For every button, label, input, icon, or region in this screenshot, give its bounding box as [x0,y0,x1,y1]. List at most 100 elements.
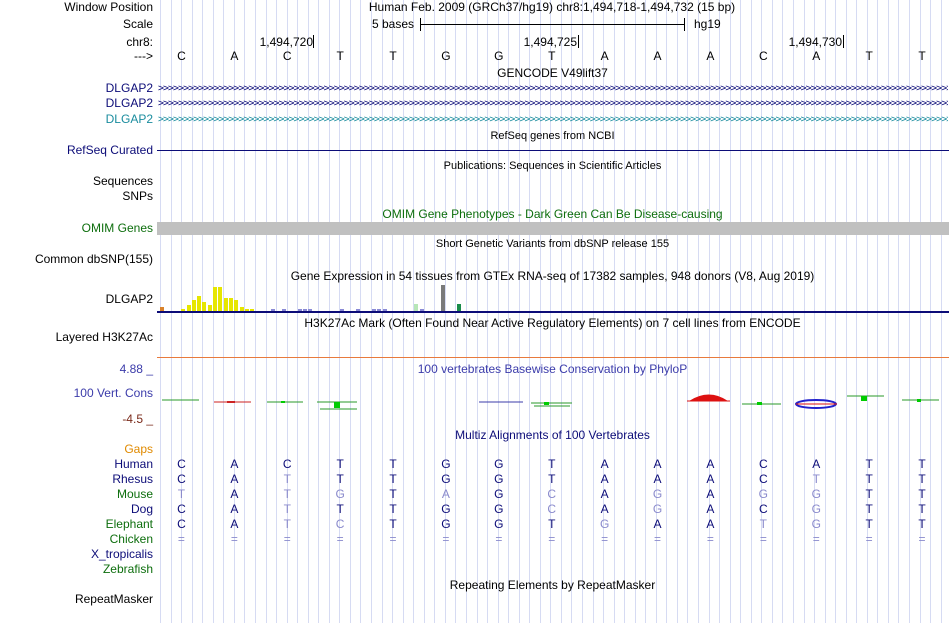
gtex-tissue-bar[interactable] [340,309,344,311]
gtex-tissue-bar[interactable] [420,309,424,311]
alignment-base: T [177,487,186,501]
gene-transcript-dlgap2[interactable]: >>>>>>>>>>>>>>>>>>>>>>>>>>>>>>>>>>>>>>>>… [158,83,948,94]
alignment-base: = [230,532,238,546]
species-label-dog[interactable]: Dog [130,502,153,516]
species-label-x_tropicalis[interactable]: X_tropicalis [90,547,153,561]
position-1494730: 1,494,730 [788,35,842,49]
sequences-label[interactable]: Sequences [92,174,153,188]
species-label-rhesus[interactable]: Rhesus [112,472,153,486]
omim-track-title[interactable]: OMIM Gene Phenotypes - Dark Green Can Be… [382,207,723,221]
alignment-base: A [600,457,609,471]
gtex-tissue-bar[interactable] [181,309,185,311]
gencode-track-title[interactable]: GENCODE V49lift37 [497,66,608,80]
scale-bar-left-tick [420,18,421,31]
gtex-tissue-bar[interactable] [240,307,244,311]
gtex-tissue-bar[interactable] [192,300,196,311]
alignment-base: A [706,457,715,471]
omim-gene-bar[interactable] [157,222,949,235]
alignment-base: = [918,532,926,546]
gtex-track-title[interactable]: Gene Expression in 54 tissues from GTEx … [290,269,815,283]
layered-h3k27ac-label[interactable]: Layered H3K27Ac [55,330,153,344]
gtex-tissue-bar[interactable] [160,307,164,311]
alignment-base: T [918,472,926,486]
dbsnp-track-title[interactable]: Short Genetic Variants from dbSNP releas… [435,238,670,250]
common-dbsnp-label[interactable]: Common dbSNP(155) [34,252,153,266]
phylop-track-title[interactable]: 100 vertebrates Basewise Conservation by… [417,362,688,376]
alignment-base: = [442,532,450,546]
scale-bar-right-tick [684,18,685,31]
repeatmasker-track-title[interactable]: Repeating Elements by RepeatMasker [449,578,656,592]
repeatmasker-label[interactable]: RepeatMasker [74,592,153,606]
position-tick [578,35,579,48]
gtex-tissue-bar[interactable] [308,309,312,311]
alignment-base: T [389,517,397,531]
gtex-tissue-bar[interactable] [372,309,376,311]
phylop-label[interactable]: 100 Vert. Cons [73,386,153,400]
gtex-tissue-bar[interactable] [298,309,302,311]
species-label-chicken[interactable]: Chicken [109,532,153,546]
alignment-base: = [654,532,662,546]
publications-track-title[interactable]: Publications: Sequences in Scientific Ar… [443,160,662,172]
gtex-tissue-bar[interactable] [218,287,222,311]
gene-label-dlgap2[interactable]: DLGAP2 [105,112,153,126]
snps-label[interactable]: SNPs [122,189,153,203]
multiz-track-title[interactable]: Multiz Alignments of 100 Vertebrates [455,428,650,442]
alignment-base: G [652,502,663,516]
gtex-tissue-bar[interactable] [245,309,249,311]
alignment-base: A [706,502,715,516]
gtex-tissue-bar[interactable] [234,300,238,311]
refseq-curated-label[interactable]: RefSeq Curated [66,143,153,157]
gtex-tissue-bar[interactable] [197,296,201,311]
refseq-gene-line[interactable] [157,150,949,151]
gtex-tissue-bar[interactable] [356,309,360,311]
gene-label-dlgap2[interactable]: DLGAP2 [105,96,153,110]
alignment-base: G [441,472,451,486]
phylop-max-value: 4.88 _ [119,362,153,376]
species-label-mouse[interactable]: Mouse [116,487,153,501]
gtex-tissue-bar[interactable] [282,309,286,311]
species-label-elephant[interactable]: Elephant [105,517,153,531]
alignment-base: T [336,472,344,486]
alignment-base: C [177,502,186,516]
gtex-tissue-bar[interactable] [187,305,191,311]
phylop-segment [917,399,921,402]
gtex-tissue-bar[interactable] [303,309,307,311]
scale-assembly: hg19 [694,17,721,31]
base-letter: T [918,49,926,63]
gtex-tissue-bar[interactable] [414,304,418,311]
h3k27ac-track-title[interactable]: H3K27Ac Mark (Often Found Near Active Re… [304,316,801,330]
alignment-base: T [918,517,926,531]
alignment-base: G [811,487,821,501]
alignment-base: T [283,472,291,486]
gtex-tissue-bar[interactable] [202,302,206,311]
gene-transcript-dlgap2[interactable]: >>>>>>>>>>>>>>>>>>>>>>>>>>>>>>>>>>>>>>>>… [158,98,948,109]
gtex-tissue-bar[interactable] [457,304,461,311]
species-label-zebrafish[interactable]: Zebrafish [102,562,153,576]
species-label-human[interactable]: Human [114,457,153,471]
gtex-gene-label[interactable]: DLGAP2 [105,292,153,306]
gtex-tissue-bar[interactable] [441,285,445,311]
gtex-tissue-bar[interactable] [250,309,254,311]
phylop-segment [861,396,867,401]
gtex-tissue-bar[interactable] [271,309,275,311]
alignment-base: = [389,532,397,546]
refseq-track-title[interactable]: RefSeq genes from NCBI [490,130,615,142]
h3k27ac-signal-line [157,357,949,358]
alignment-base: A [230,472,239,486]
alignment-base: T [812,472,820,486]
alignment-base: T [865,472,873,486]
gene-label-dlgap2[interactable]: DLGAP2 [105,81,153,95]
omim-genes-label[interactable]: OMIM Genes [81,221,153,235]
phylop-conservation-plot[interactable] [157,388,949,414]
gtex-tissue-bar[interactable] [224,298,228,311]
gene-transcript-dlgap2[interactable]: >>>>>>>>>>>>>>>>>>>>>>>>>>>>>>>>>>>>>>>>… [158,114,948,125]
gtex-tissue-bar[interactable] [208,305,212,311]
scale-text: 5 bases [372,17,415,31]
gaps-label[interactable]: Gaps [124,442,153,456]
gtex-tissue-bar[interactable] [229,298,233,311]
gtex-tissue-bar[interactable] [383,309,387,311]
alignment-base: = [759,532,767,546]
gtex-tissue-bar[interactable] [213,287,217,311]
alignment-base: C [547,502,557,516]
gtex-tissue-bar[interactable] [377,309,381,311]
